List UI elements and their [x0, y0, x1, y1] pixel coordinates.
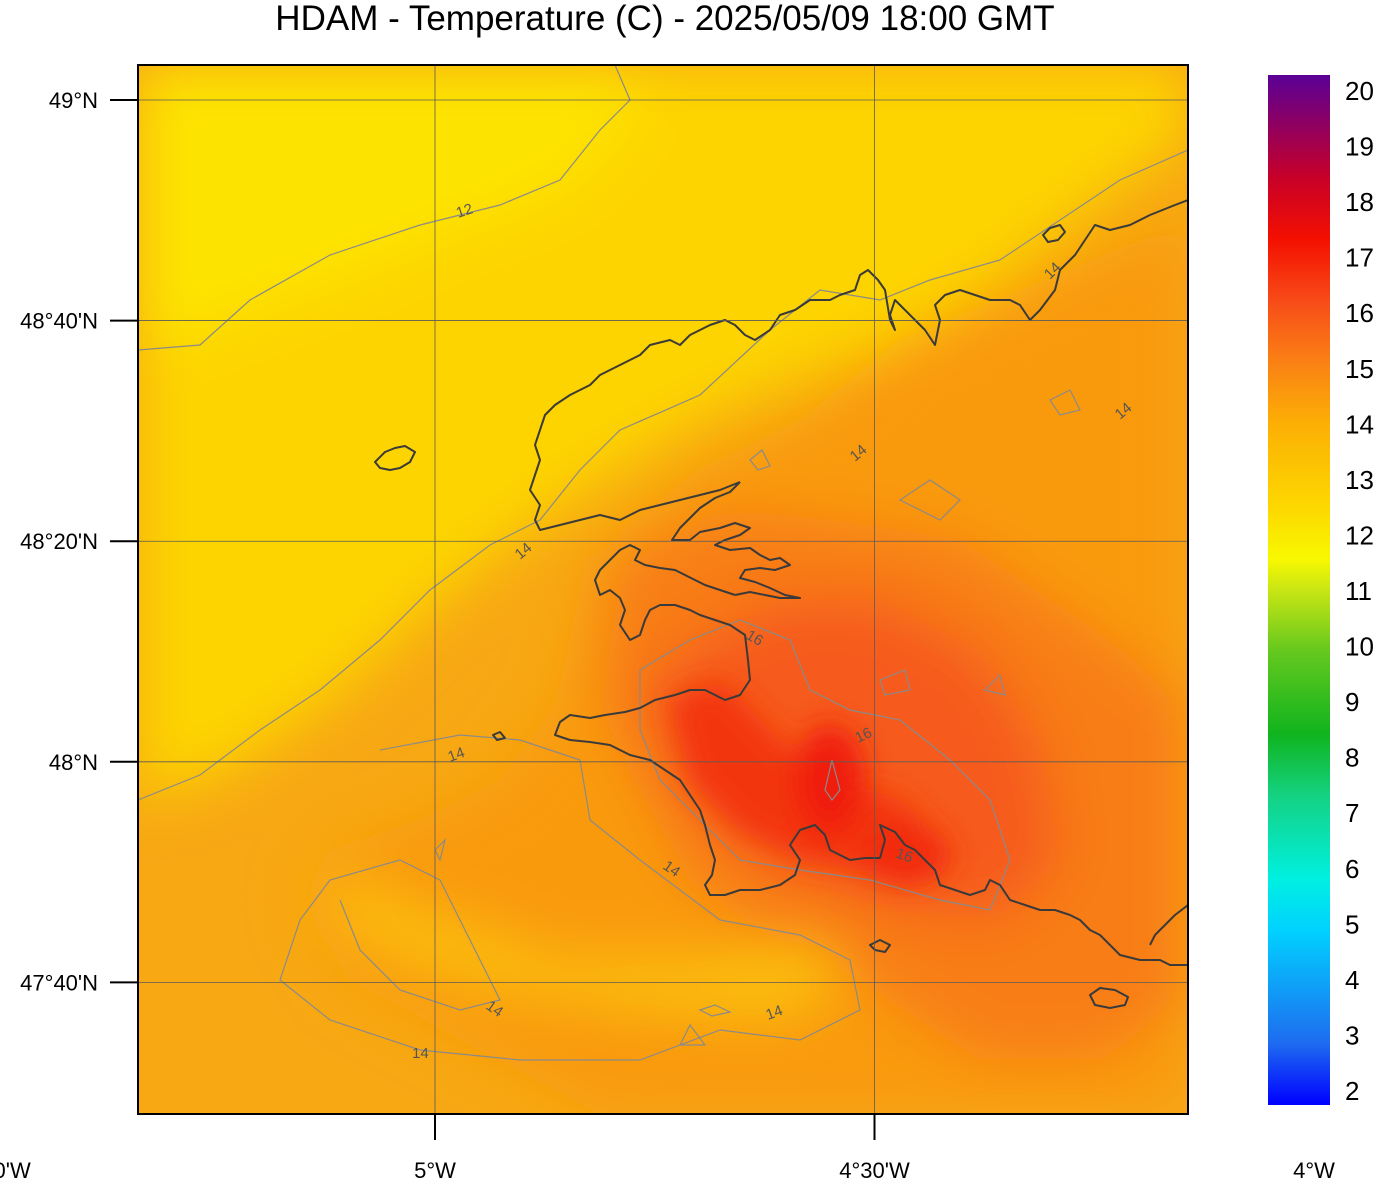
plot-frame — [137, 64, 1189, 1115]
contour-label-group: 12 14 14 14 16 14 14 16 16 14 14 14 14 — [412, 200, 1135, 1062]
contour-label: 16 — [743, 627, 766, 650]
colorbar-label: 11 — [1345, 576, 1372, 606]
contour-label: 14 — [446, 744, 467, 766]
contour-label: 14 — [483, 997, 506, 1020]
contour-label: 14 — [412, 1045, 429, 1062]
longitude-axis: 5°30'W5°W4°30'W4°W3°30'W — [0, 1114, 1335, 1180]
colorbar-label: 20 — [1345, 76, 1374, 106]
contour-label: 14 — [660, 857, 683, 880]
graticule — [138, 65, 1188, 1114]
map-title: HDAM - Temperature (C) - 2025/05/09 18:0… — [275, 0, 1055, 38]
lon-tick-label: 4°W — [1293, 1158, 1335, 1180]
colorbar-label: 7 — [1345, 798, 1359, 828]
contour-lines — [138, 65, 1188, 1061]
colorbar-label: 12 — [1345, 520, 1374, 550]
colorbar-label: 9 — [1345, 687, 1359, 717]
coastline — [374, 199, 1188, 1009]
colorbar-scale — [1268, 75, 1330, 1105]
colorbar-label: 3 — [1345, 1020, 1359, 1050]
colorbar-label: 10 — [1345, 632, 1374, 662]
lon-tick-label: 5°30'W — [0, 1158, 31, 1180]
lat-tick-label: 48°40'N — [20, 309, 98, 334]
contour-label: 12 — [454, 200, 475, 221]
lon-tick-label: 5°W — [414, 1158, 456, 1180]
colorbar-label: 17 — [1345, 243, 1374, 273]
colorbar-label: 19 — [1345, 132, 1374, 162]
colorbar-label: 5 — [1345, 909, 1359, 939]
colorbar-label: 18 — [1345, 187, 1374, 217]
colorbar-label: 16 — [1345, 298, 1374, 328]
contour-label: 14 — [764, 1002, 785, 1024]
colorbar-labels: 20 19 18 17 16 15 14 13 12 11 10 9 8 7 6 5 4 3 2 — [1345, 76, 1374, 1106]
lat-tick-label: 48°20'N — [20, 529, 98, 554]
colorbar-label: 2 — [1345, 1076, 1359, 1106]
colorbar-label: 14 — [1345, 409, 1374, 439]
contour-label: 16 — [853, 724, 875, 746]
colorbar-label: 6 — [1345, 854, 1359, 884]
colorbar-label: 15 — [1345, 354, 1374, 384]
lat-tick-label: 47°40'N — [20, 970, 98, 995]
colorbar-label: 4 — [1345, 965, 1359, 995]
temperature-field — [138, 65, 1188, 1114]
colorbar-label: 8 — [1345, 743, 1359, 773]
contour-label: 16 — [894, 845, 915, 867]
lon-tick-label: 4°30'W — [839, 1158, 910, 1180]
latitude-axis: 49°N 48°40'N 48°20'N 48°N 47°40'N — [20, 88, 138, 995]
colorbar: 20 19 18 17 16 15 14 13 12 11 10 9 8 7 6 5 4 3 2 — [1268, 75, 1374, 1106]
lat-tick-label: 49°N — [49, 88, 98, 113]
lat-tick-label: 48°N — [49, 750, 98, 775]
colorbar-label: 13 — [1345, 465, 1374, 495]
